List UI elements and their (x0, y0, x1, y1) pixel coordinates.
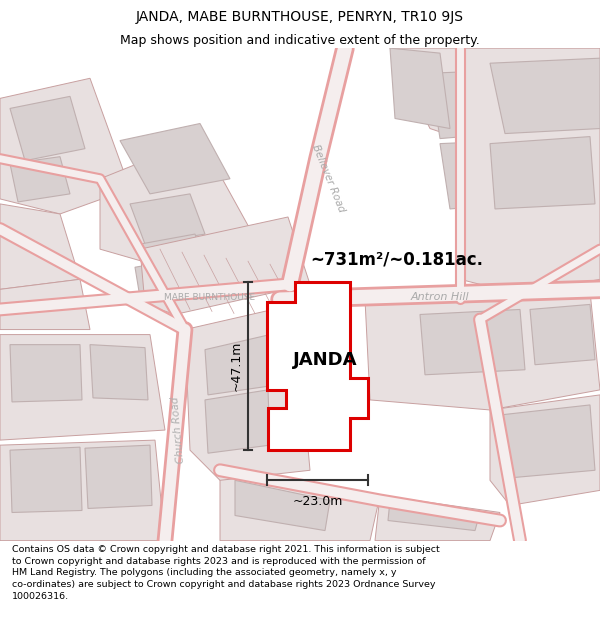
Polygon shape (490, 137, 595, 209)
Polygon shape (388, 501, 480, 531)
Polygon shape (490, 58, 600, 134)
Text: ~731m²/~0.181ac.: ~731m²/~0.181ac. (310, 250, 483, 268)
Polygon shape (10, 157, 70, 202)
Polygon shape (375, 496, 500, 541)
Text: JANDA: JANDA (293, 351, 357, 369)
Polygon shape (0, 279, 90, 329)
Polygon shape (205, 334, 278, 395)
Polygon shape (135, 257, 200, 298)
Polygon shape (120, 124, 230, 194)
Polygon shape (90, 344, 148, 400)
Polygon shape (390, 48, 450, 129)
Polygon shape (490, 395, 600, 506)
Polygon shape (390, 48, 600, 159)
Text: MABE BURNTHOUSE: MABE BURNTHOUSE (164, 293, 256, 302)
Polygon shape (430, 68, 560, 139)
Polygon shape (10, 447, 82, 512)
Polygon shape (420, 309, 525, 375)
Polygon shape (10, 344, 82, 402)
Text: JANDA, MABE BURNTHOUSE, PENRYN, TR10 9JS: JANDA, MABE BURNTHOUSE, PENRYN, TR10 9JS (136, 9, 464, 24)
Polygon shape (140, 234, 205, 274)
Polygon shape (235, 481, 330, 531)
Polygon shape (365, 291, 600, 410)
Polygon shape (267, 282, 368, 450)
Text: Map shows position and indicative extent of the property.: Map shows position and indicative extent… (120, 34, 480, 47)
Polygon shape (0, 78, 130, 214)
Text: Believer Road: Believer Road (310, 143, 346, 214)
Polygon shape (440, 139, 570, 209)
Polygon shape (185, 304, 310, 481)
Text: ~23.0m: ~23.0m (292, 496, 343, 508)
Polygon shape (460, 48, 600, 294)
Polygon shape (0, 204, 80, 289)
Polygon shape (10, 96, 85, 161)
Polygon shape (220, 470, 380, 541)
Polygon shape (0, 440, 165, 541)
Polygon shape (530, 304, 595, 365)
Text: Church Road: Church Road (170, 396, 186, 464)
Polygon shape (130, 194, 205, 244)
Text: Contains OS data © Crown copyright and database right 2021. This information is : Contains OS data © Crown copyright and d… (12, 545, 440, 601)
Polygon shape (0, 334, 165, 440)
Text: ~47.1m: ~47.1m (229, 341, 242, 391)
Polygon shape (500, 405, 595, 478)
Polygon shape (100, 139, 250, 269)
Polygon shape (140, 217, 310, 314)
Polygon shape (85, 445, 152, 509)
Polygon shape (205, 390, 270, 453)
Text: Antron Hill: Antron Hill (410, 292, 469, 302)
